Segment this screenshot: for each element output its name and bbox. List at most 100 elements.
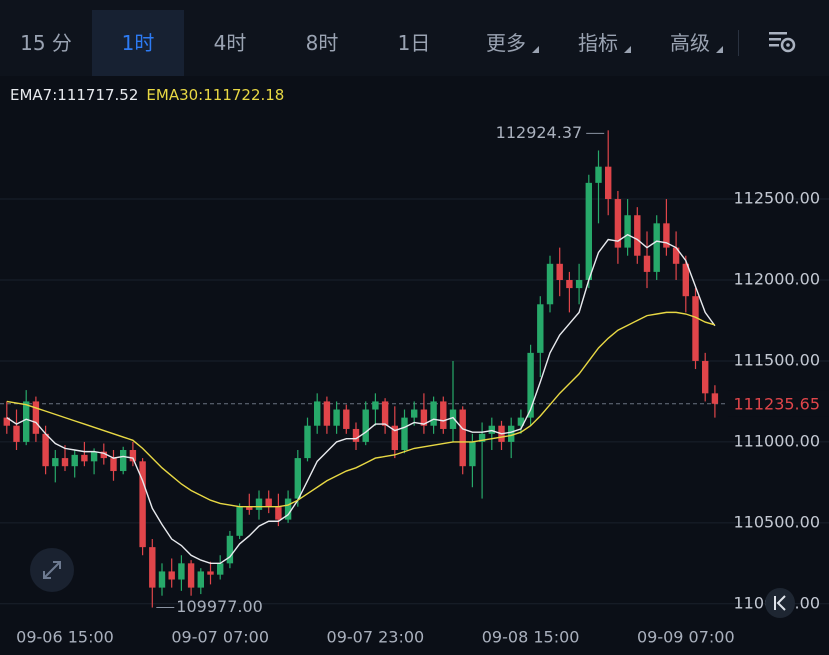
legend-name: EMA7: — [10, 86, 58, 104]
last-price-box — [728, 390, 829, 417]
candle-body — [488, 425, 495, 434]
candle-body — [527, 352, 534, 418]
y-tick-label: 111500.00 — [733, 350, 820, 369]
candle-body — [469, 441, 476, 467]
candle-body — [284, 498, 292, 520]
candle-body — [13, 425, 20, 442]
legend-value: 111717.52 — [57, 86, 139, 104]
candle-body — [585, 182, 592, 280]
x-tick-label: 09-07 07:00 — [171, 628, 269, 647]
candle-body — [168, 571, 175, 580]
candle-body — [61, 458, 69, 467]
y-tick-label: 110500.00 — [733, 512, 820, 531]
dropdown-arrow — [716, 46, 723, 53]
candle-body — [430, 401, 437, 426]
candle-body — [517, 417, 525, 426]
tab[interactable]: 8时 — [305, 31, 339, 55]
candle-body — [42, 433, 49, 467]
candle-body — [323, 401, 331, 426]
y-tick-label: 112000.00 — [733, 270, 820, 289]
plot: 110000.00110500.00111000.00111500.001120… — [0, 123, 829, 647]
candle-body — [90, 451, 98, 462]
candle-body — [381, 401, 389, 426]
annotation-label: 112924.37 — [496, 123, 583, 142]
candle-body — [32, 401, 40, 434]
candle-body — [333, 409, 340, 426]
candle-body — [595, 166, 602, 183]
candle-body — [226, 535, 234, 564]
legend-value: 111722.18 — [203, 86, 285, 104]
candle-body — [246, 506, 253, 510]
candle-body — [643, 255, 651, 272]
candle-body — [508, 425, 515, 442]
candle-body — [304, 425, 311, 459]
tab[interactable]: 4时 — [213, 31, 247, 55]
candle-body — [23, 401, 30, 442]
candle-body — [187, 563, 195, 588]
candle-body — [352, 428, 360, 442]
candle-body — [275, 506, 282, 520]
legend-entry: EMA7:111717.52 — [10, 86, 138, 104]
candle-body — [411, 409, 418, 418]
candle-body — [294, 458, 301, 499]
tab[interactable]: 15 分 — [20, 31, 72, 55]
candle-body — [702, 360, 709, 394]
candle-body — [236, 506, 243, 536]
candle-body — [100, 451, 107, 459]
candle-body — [420, 409, 428, 426]
candle-body — [120, 450, 127, 472]
candle-body — [3, 417, 10, 426]
x-tick-label: 09-06 15:00 — [16, 628, 114, 647]
legend-entry: EMA30:111722.18 — [146, 86, 284, 104]
candle-body — [265, 498, 272, 507]
candle-body — [81, 454, 88, 462]
legend-name: EMA30: — [146, 86, 204, 104]
candle-body — [459, 409, 466, 467]
candle-body — [314, 401, 321, 426]
tab[interactable]: 高级 — [670, 31, 710, 55]
candle-body — [440, 401, 447, 429]
candle-body — [343, 409, 350, 429]
ema-line — [6, 311, 716, 508]
candle-body — [478, 433, 486, 442]
tab[interactable]: 1时 — [92, 10, 184, 76]
y-tick-label: 111000.00 — [733, 431, 820, 450]
toolbar: 15 分 1时 4时 8时 1日 更多 指标 高级 — [0, 0, 829, 76]
candle-body — [556, 263, 563, 280]
candle-body — [711, 393, 719, 404]
candle-body — [682, 263, 689, 297]
divider — [738, 30, 739, 56]
tab[interactable]: 指标 — [578, 31, 618, 55]
candle-body — [653, 223, 660, 272]
tab[interactable]: 更多 — [486, 31, 526, 55]
last-price-label: 111235.65 — [733, 394, 820, 413]
scroll-right-button[interactable] — [765, 588, 795, 618]
candle-body — [575, 280, 583, 289]
candle-body — [217, 563, 224, 575]
y-tick-label: 112500.00 — [733, 189, 820, 208]
candle-body — [537, 304, 544, 353]
expand-button[interactable] — [30, 548, 74, 592]
candle-body — [634, 215, 641, 256]
tab[interactable]: 1日 — [397, 31, 431, 55]
candle-body — [449, 409, 457, 429]
candle-body — [401, 417, 408, 450]
candle-body — [129, 450, 137, 462]
candle-body — [391, 425, 398, 450]
settings-icon[interactable] — [766, 28, 806, 58]
candle-body — [692, 296, 699, 361]
candle-body — [207, 571, 214, 575]
x-tick-label: 09-07 23:00 — [327, 628, 425, 647]
candle-body — [546, 263, 554, 305]
candle-body — [614, 199, 622, 248]
dropdown-arrow — [532, 46, 539, 53]
candle-body — [605, 166, 612, 200]
annotation-label: 109977.00 — [176, 597, 263, 616]
candle-body — [178, 563, 185, 580]
legend: EMA7:111717.52 EMA30:111722.18 — [10, 86, 292, 104]
x-tick-label: 09-08 15:00 — [482, 628, 580, 647]
candle-body — [197, 571, 204, 588]
x-tick-label: 09-09 07:00 — [637, 628, 735, 647]
